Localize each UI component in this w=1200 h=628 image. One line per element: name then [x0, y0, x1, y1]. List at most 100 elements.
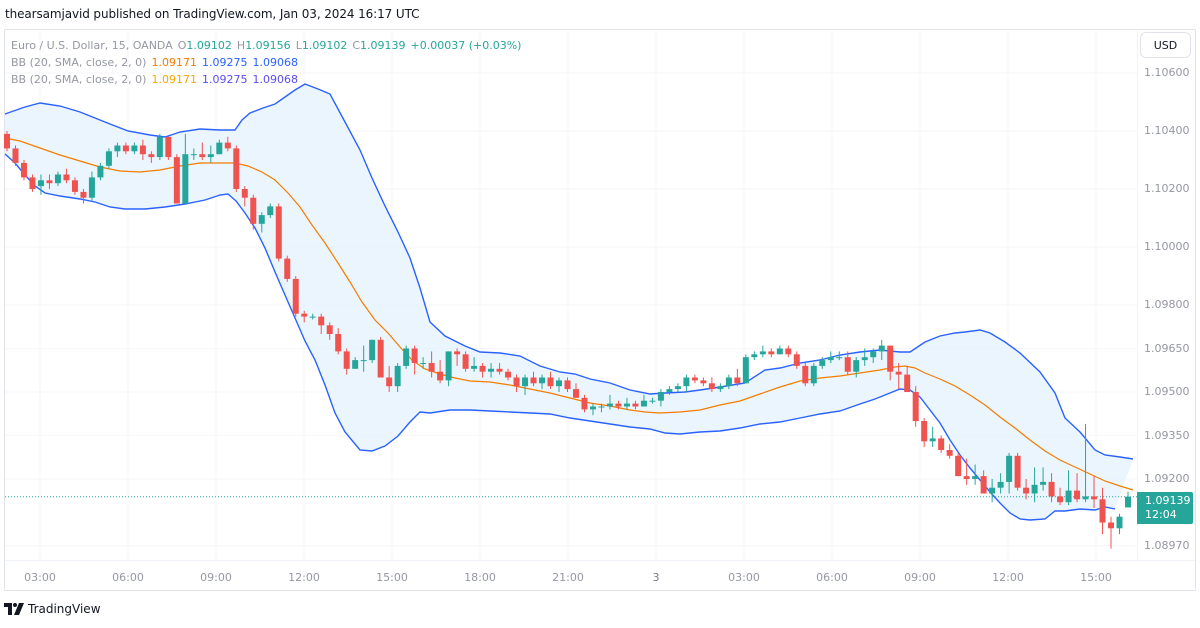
candle-body [1074, 490, 1081, 500]
bb-legend-row-1[interactable]: BB (20, SMA, close, 2, 0) 1.09171 1.09275 1… [11, 54, 526, 71]
candle-body [547, 377, 554, 387]
candle-body [912, 392, 919, 421]
candle-body [241, 189, 248, 198]
candle-body [139, 145, 146, 155]
price-tick-label: 1.09800 [1144, 298, 1190, 311]
candle-body [403, 348, 410, 366]
candle-body [224, 142, 231, 149]
bb-label: BB (20, SMA, close, 2, 0) [11, 73, 147, 86]
candle-body [666, 389, 673, 392]
tradingview-brand[interactable]: TradingView [4, 602, 101, 616]
change-value: +0.00037 (+0.03%) [410, 39, 522, 52]
candle-body [326, 325, 333, 334]
candle-body [564, 380, 571, 390]
candle-body [708, 383, 715, 390]
candle-body [37, 180, 44, 187]
candle-body [88, 177, 95, 198]
candle-body [1065, 490, 1072, 503]
candle-body [589, 406, 596, 410]
time-tick-label: 09:00 [904, 571, 936, 584]
candle-body [1057, 496, 1064, 503]
candle-body [1125, 496, 1131, 508]
candle-body [420, 363, 427, 364]
bb-lower-value: 1.09068 [252, 73, 298, 86]
candle-body [1006, 455, 1013, 482]
candle-body [776, 348, 783, 355]
time-tick-label: 15:00 [1080, 571, 1112, 584]
price-tick-label: 1.09500 [1144, 385, 1190, 398]
bollinger-lower-band [4, 153, 1116, 521]
candle-body [539, 377, 546, 384]
bb-basis-value: 1.09171 [151, 73, 197, 86]
price-tick-label: 1.09200 [1144, 472, 1190, 485]
candle-body [309, 316, 316, 318]
candle-body [1048, 481, 1055, 497]
candle-body [819, 360, 826, 366]
candle-body [1082, 496, 1089, 500]
published-caption: thearsamjavid published on TradingView.c… [5, 7, 420, 21]
candle-body [445, 351, 452, 381]
price-tick-label: 1.09650 [1144, 341, 1190, 355]
candle-body [989, 487, 996, 494]
candle-body [717, 386, 724, 390]
currency-button[interactable]: USD [1140, 32, 1191, 58]
bar-countdown: 12:04 [1145, 508, 1177, 521]
symbol-label: Euro / U.S. Dollar, 15, OANDA [11, 39, 173, 52]
candle-body [844, 357, 851, 372]
candle-body [165, 136, 172, 158]
time-tick-label: 03:00 [728, 571, 760, 584]
candle-body [768, 351, 775, 355]
time-tick-label: 18:00 [464, 571, 496, 584]
high-value: 1.09156 [245, 39, 291, 52]
candle-body [598, 406, 605, 408]
tradingview-logo-icon [4, 603, 24, 615]
candle-body [505, 371, 512, 378]
time-axis-separator [5, 560, 1195, 561]
chart-frame [4, 29, 1196, 591]
close-value: 1.09139 [360, 39, 406, 52]
time-tick-label: 3 [652, 571, 660, 584]
bb-legend-row-2[interactable]: BB (20, SMA, close, 2, 0) 1.09171 1.09275 1… [11, 71, 526, 88]
candle-body [640, 400, 647, 407]
candle-body [1091, 496, 1098, 500]
candle-body [1023, 487, 1030, 494]
candle-body [955, 455, 962, 477]
last-price-label: 1.09139 12:04 [1137, 492, 1193, 524]
bb-lower-value: 1.09068 [252, 56, 298, 69]
bb-upper-value: 1.09275 [201, 73, 248, 86]
candle-body [29, 177, 36, 189]
candle-body [1014, 455, 1021, 488]
candle-body [301, 313, 308, 317]
candle-body [471, 365, 478, 369]
candle-body [861, 357, 868, 361]
candle-body [572, 389, 579, 398]
candle-body [360, 360, 367, 362]
candle-body [793, 354, 800, 366]
time-tick-label: 12:00 [288, 571, 320, 584]
time-tick-label: 06:00 [112, 571, 144, 584]
candle-body [904, 374, 911, 392]
candle-body [802, 365, 809, 384]
candle-body [980, 476, 987, 494]
candle-body [691, 377, 698, 381]
candle-body [190, 154, 197, 156]
candle-body [207, 154, 214, 158]
candle-body [369, 339, 376, 361]
candle-body [929, 438, 936, 442]
low-value: 1.09102 [301, 39, 348, 52]
candle-body [921, 421, 928, 442]
candle-body [742, 357, 749, 384]
bollinger-upper-band [4, 83, 1134, 460]
candle-body [428, 363, 435, 372]
candle-body [12, 148, 19, 163]
ohlc-legend-row: Euro / U.S. Dollar, 15, OANDA O1.09102 H1.… [11, 39, 522, 52]
candle-body [250, 197, 257, 224]
candle-body [853, 360, 860, 372]
price-tick-label: 1.10400 [1144, 124, 1190, 137]
candle-body [734, 377, 741, 384]
candle-body [275, 206, 282, 259]
bb-basis-value: 1.09171 [151, 56, 197, 69]
candle-body [335, 334, 342, 352]
candle-body [394, 365, 401, 387]
